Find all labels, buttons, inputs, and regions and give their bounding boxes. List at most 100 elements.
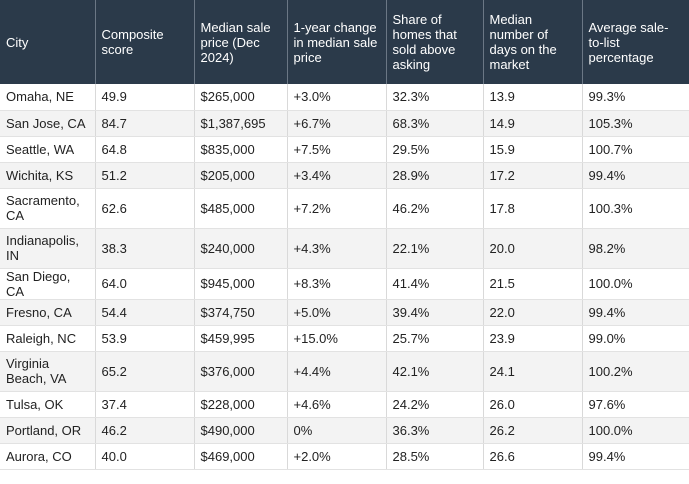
cell-median-sale-price: $374,750 (194, 299, 288, 326)
cell-sale-to-list: 100.0% (582, 417, 689, 444)
cell-days-on-market: 22.0 (483, 299, 583, 326)
table-row: Sacramento, CA 62.6 $485,000 +7.2% 46.2%… (0, 188, 689, 229)
cell-composite-score: 38.3 (95, 228, 195, 269)
cell-median-sale-price: $240,000 (194, 228, 288, 269)
cell-composite-score: 64.0 (95, 268, 195, 300)
cell-median-sale-price: $469,000 (194, 443, 288, 470)
cell-price-change: +4.4% (287, 351, 387, 392)
cell-city: Portland, OR (0, 417, 96, 444)
housing-market-table: City Composite score Median sale price (… (0, 0, 689, 470)
cell-city: Tulsa, OK (0, 391, 96, 418)
cell-sale-to-list: 99.4% (582, 299, 689, 326)
cell-median-sale-price: $835,000 (194, 136, 288, 163)
cell-composite-score: 37.4 (95, 391, 195, 418)
cell-composite-score: 51.2 (95, 162, 195, 189)
header-city: City (0, 0, 96, 84)
cell-price-change: 0% (287, 417, 387, 444)
cell-above-asking-share: 46.2% (386, 188, 484, 229)
cell-composite-score: 65.2 (95, 351, 195, 392)
cell-above-asking-share: 24.2% (386, 391, 484, 418)
cell-composite-score: 53.9 (95, 325, 195, 352)
cell-sale-to-list: 100.2% (582, 351, 689, 392)
header-median-sale-price: Median sale price (Dec 2024) (194, 0, 288, 84)
cell-price-change: +8.3% (287, 268, 387, 300)
cell-days-on-market: 21.5 (483, 268, 583, 300)
cell-city: Wichita, KS (0, 162, 96, 189)
cell-city: Aurora, CO (0, 443, 96, 470)
cell-sale-to-list: 99.4% (582, 162, 689, 189)
cell-city: Sacramento, CA (0, 188, 96, 229)
table-row: Wichita, KS 51.2 $205,000 +3.4% 28.9% 17… (0, 162, 689, 189)
cell-above-asking-share: 39.4% (386, 299, 484, 326)
cell-city: Seattle, WA (0, 136, 96, 163)
header-sale-to-list: Average sale-to-list percentage (582, 0, 689, 84)
cell-days-on-market: 26.2 (483, 417, 583, 444)
table-row: Seattle, WA 64.8 $835,000 +7.5% 29.5% 15… (0, 136, 689, 163)
table-row: San Jose, CA 84.7 $1,387,695 +6.7% 68.3%… (0, 110, 689, 137)
cell-price-change: +3.4% (287, 162, 387, 189)
cell-sale-to-list: 97.6% (582, 391, 689, 418)
cell-median-sale-price: $459,995 (194, 325, 288, 352)
cell-sale-to-list: 98.2% (582, 228, 689, 269)
cell-composite-score: 49.9 (95, 84, 195, 111)
cell-days-on-market: 20.0 (483, 228, 583, 269)
cell-city: Indianapolis, IN (0, 228, 96, 269)
cell-composite-score: 54.4 (95, 299, 195, 326)
cell-sale-to-list: 100.0% (582, 268, 689, 300)
cell-sale-to-list: 100.7% (582, 136, 689, 163)
table-row: Virginia Beach, VA 65.2 $376,000 +4.4% 4… (0, 351, 689, 392)
cell-price-change: +15.0% (287, 325, 387, 352)
cell-median-sale-price: $376,000 (194, 351, 288, 392)
cell-days-on-market: 15.9 (483, 136, 583, 163)
cell-median-sale-price: $490,000 (194, 417, 288, 444)
cell-city: San Jose, CA (0, 110, 96, 137)
table-row: Portland, OR 46.2 $490,000 0% 36.3% 26.2… (0, 417, 689, 444)
cell-composite-score: 62.6 (95, 188, 195, 229)
cell-sale-to-list: 99.4% (582, 443, 689, 470)
cell-price-change: +4.3% (287, 228, 387, 269)
cell-above-asking-share: 25.7% (386, 325, 484, 352)
cell-composite-score: 46.2 (95, 417, 195, 444)
cell-sale-to-list: 99.3% (582, 84, 689, 111)
cell-above-asking-share: 28.9% (386, 162, 484, 189)
cell-median-sale-price: $1,387,695 (194, 110, 288, 137)
cell-price-change: +3.0% (287, 84, 387, 111)
header-days-on-market: Median number of days on the market (483, 0, 583, 84)
cell-days-on-market: 24.1 (483, 351, 583, 392)
table-row: Indianapolis, IN 38.3 $240,000 +4.3% 22.… (0, 228, 689, 269)
cell-price-change: +2.0% (287, 443, 387, 470)
cell-city: San Diego, CA (0, 268, 96, 300)
table-row: Omaha, NE 49.9 $265,000 +3.0% 32.3% 13.9… (0, 84, 689, 111)
cell-above-asking-share: 29.5% (386, 136, 484, 163)
cell-days-on-market: 17.2 (483, 162, 583, 189)
cell-city: Omaha, NE (0, 84, 96, 111)
cell-days-on-market: 17.8 (483, 188, 583, 229)
cell-above-asking-share: 68.3% (386, 110, 484, 137)
header-price-change: 1-year change in median sale price (287, 0, 387, 84)
cell-median-sale-price: $485,000 (194, 188, 288, 229)
table-body: Omaha, NE 49.9 $265,000 +3.0% 32.3% 13.9… (0, 84, 689, 470)
header-row: City Composite score Median sale price (… (0, 0, 689, 84)
cell-price-change: +4.6% (287, 391, 387, 418)
cell-composite-score: 40.0 (95, 443, 195, 470)
cell-above-asking-share: 32.3% (386, 84, 484, 111)
cell-median-sale-price: $265,000 (194, 84, 288, 111)
table-row: Aurora, CO 40.0 $469,000 +2.0% 28.5% 26.… (0, 443, 689, 470)
table-header: City Composite score Median sale price (… (0, 0, 689, 84)
cell-above-asking-share: 22.1% (386, 228, 484, 269)
cell-composite-score: 64.8 (95, 136, 195, 163)
cell-price-change: +6.7% (287, 110, 387, 137)
cell-sale-to-list: 100.3% (582, 188, 689, 229)
cell-above-asking-share: 36.3% (386, 417, 484, 444)
header-above-asking-share: Share of homes that sold above asking (386, 0, 484, 84)
table-row: Raleigh, NC 53.9 $459,995 +15.0% 25.7% 2… (0, 325, 689, 352)
cell-price-change: +7.2% (287, 188, 387, 229)
cell-days-on-market: 14.9 (483, 110, 583, 137)
cell-median-sale-price: $945,000 (194, 268, 288, 300)
cell-sale-to-list: 105.3% (582, 110, 689, 137)
cell-composite-score: 84.7 (95, 110, 195, 137)
cell-sale-to-list: 99.0% (582, 325, 689, 352)
cell-city: Raleigh, NC (0, 325, 96, 352)
cell-above-asking-share: 28.5% (386, 443, 484, 470)
cell-days-on-market: 26.0 (483, 391, 583, 418)
